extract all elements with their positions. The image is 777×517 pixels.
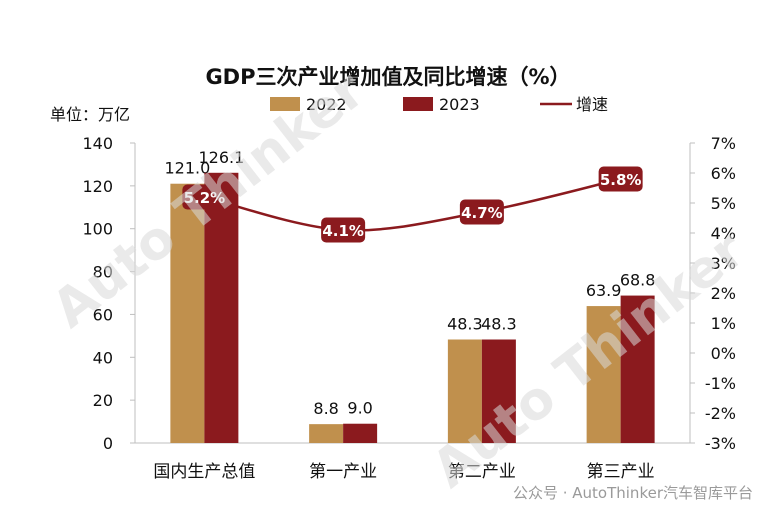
bar-value-label: 48.3	[447, 315, 483, 334]
y2-tick-label: 4%	[711, 224, 736, 243]
bar-2022-1	[309, 424, 344, 443]
legend-label-2023: 2023	[439, 95, 480, 114]
y2-tick-label: 2%	[711, 284, 736, 303]
growth-label-box	[598, 166, 643, 192]
y2-tick-label: -3%	[705, 434, 736, 453]
growth-label: 4.1%	[322, 222, 364, 240]
bar-2022-2	[447, 339, 482, 443]
legend-swatch-2023	[403, 97, 433, 111]
y-tick-label: 120	[82, 177, 113, 196]
y2-tick-label: 0%	[711, 344, 736, 363]
unit-label: 单位：万亿	[50, 105, 130, 124]
bar-value-label: 63.9	[586, 281, 622, 300]
bar-value-label: 9.0	[347, 399, 372, 418]
x-tick-label: 第二产业	[448, 462, 516, 482]
bar-value-label: 121.0	[164, 159, 210, 178]
growth-label: 5.8%	[600, 171, 642, 189]
bar-2023-2	[481, 339, 516, 443]
y-tick-label: 60	[93, 305, 113, 324]
legend-swatch-2022	[270, 97, 300, 111]
x-tick-label: 国内生产总值	[153, 462, 255, 482]
x-tick-label: 第三产业	[587, 462, 655, 482]
y-tick-label: 140	[82, 134, 113, 153]
y-tick-label: 100	[82, 220, 113, 239]
y-tick-label: 0	[103, 434, 113, 453]
y2-tick-label: 7%	[711, 134, 736, 153]
chart-title: GDP三次产业增加值及同比增速（%）	[205, 65, 570, 89]
bar-2023-1	[343, 423, 378, 443]
bar-2022-0	[170, 183, 205, 443]
bar-2023-0	[204, 172, 239, 444]
y-tick-label: 40	[93, 348, 113, 367]
growth-label: 4.7%	[461, 204, 503, 222]
bar-2023-3	[620, 295, 655, 443]
growth-label: 5.2%	[184, 189, 226, 207]
growth-line	[204, 177, 621, 232]
x-tick-label: 第一产业	[309, 462, 377, 482]
bar-2022-3	[586, 306, 621, 443]
bar-value-label: 48.3	[481, 315, 517, 334]
bar-value-label: 126.1	[198, 148, 244, 167]
footer-source: 公众号 · AutoThinker汽车智库平台	[512, 484, 753, 502]
y2-tick-label: 6%	[711, 164, 736, 183]
y-tick-label: 80	[93, 263, 113, 282]
y2-tick-label: 3%	[711, 254, 736, 273]
growth-label-box	[459, 199, 504, 225]
growth-label-box	[321, 217, 366, 243]
bar-value-label: 8.8	[313, 399, 338, 418]
growth-label-box	[182, 184, 227, 210]
legend-label-growth: 增速	[576, 95, 608, 114]
y-tick-label: 20	[93, 391, 113, 410]
y2-tick-label: 5%	[711, 194, 736, 213]
y2-tick-label: -2%	[705, 404, 736, 423]
bar-value-label: 68.8	[620, 271, 656, 290]
legend-label-2022: 2022	[306, 95, 347, 114]
y2-tick-label: 1%	[711, 314, 736, 333]
y2-tick-label: -1%	[705, 374, 736, 393]
